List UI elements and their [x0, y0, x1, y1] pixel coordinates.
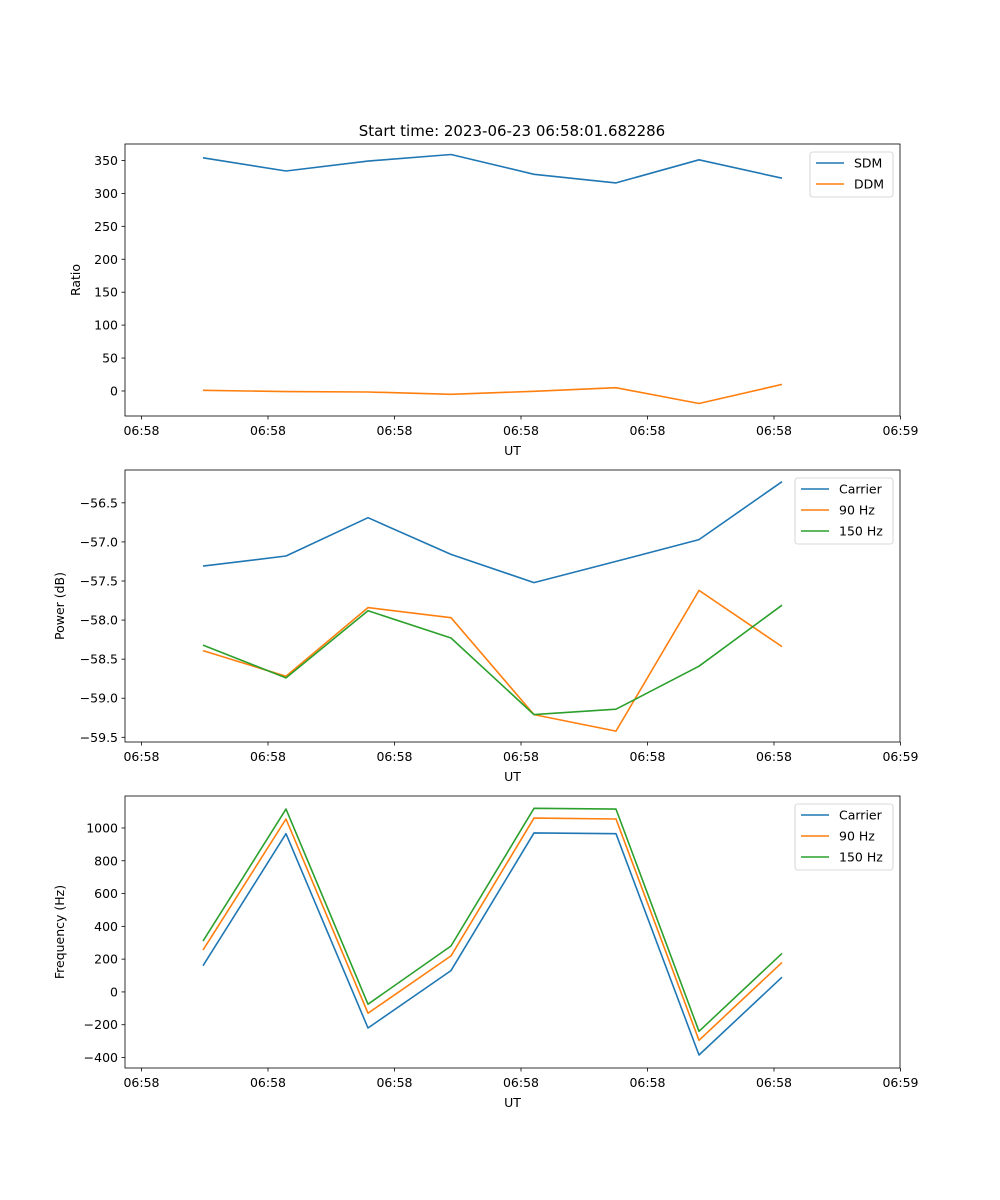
x-tick-label: 06:58 [250, 749, 286, 764]
y-tick-label: 100 [94, 318, 118, 333]
y-tick-label: −200 [84, 1017, 118, 1032]
x-tick-label: 06:58 [756, 1075, 792, 1090]
y-tick-label: 600 [94, 886, 118, 901]
y-tick-label: 800 [94, 853, 118, 868]
x-tick-label: 06:59 [882, 1075, 918, 1090]
series-line-carrier [202, 481, 783, 584]
frequency-panel: 06:58 06:58 06:58 06:58 06:58 06:58 06:59 UT −40… [52, 795, 919, 1110]
x-tick-label: 06:58 [503, 1075, 539, 1090]
y-tick-label: −400 [84, 1050, 118, 1065]
legend-label: Carrier [839, 808, 883, 823]
legend: SDM DDM [809, 151, 894, 198]
plot-area-frame [124, 143, 901, 417]
x-axis-label: UT [504, 769, 521, 784]
x-tick-label: 06:58 [123, 749, 159, 764]
x-tick-label: 06:58 [250, 1075, 286, 1090]
x-tick-label: 06:58 [376, 423, 412, 438]
power-panel: 06:58 06:58 06:58 06:58 06:58 06:58 06:59 UT −59… [52, 469, 919, 784]
legend-label: SDM [854, 156, 882, 171]
legend-label: DDM [854, 177, 884, 192]
y-tick-label: 200 [94, 252, 118, 267]
y-tick-label: 200 [94, 952, 118, 967]
figure-title: Start time: 2023-06-23 06:58:01.682286 [359, 122, 665, 140]
x-tick-label: 06:58 [629, 749, 665, 764]
x-tick-label: 06:58 [376, 1075, 412, 1090]
x-tick-label: 06:59 [882, 423, 918, 438]
plot-area-frame [124, 795, 901, 1069]
y-tick-label: 50 [102, 351, 118, 366]
y-tick-label: 1000 [86, 820, 118, 835]
legend-label: Carrier [839, 482, 883, 497]
series-line-carrier [202, 832, 783, 1056]
x-axis-label: UT [504, 1095, 521, 1110]
y-tick-label: −58.5 [80, 652, 118, 667]
series-line-sdm [202, 153, 783, 184]
series-line-150-hz [202, 807, 783, 1033]
legend-label: 90 Hz [839, 829, 875, 844]
y-tick-label: 300 [94, 186, 118, 201]
series-line-90-hz [202, 817, 783, 1042]
x-tick-label: 06:58 [123, 1075, 159, 1090]
series-line-150-hz [202, 604, 783, 716]
y-tick-label: 150 [94, 285, 118, 300]
y-tick-label: 0 [110, 984, 118, 999]
y-axis-label: Power (dB) [52, 572, 67, 640]
y-tick-label: 250 [94, 219, 118, 234]
legend: Carrier 90 Hz 150 Hz [794, 803, 894, 871]
x-tick-label: 06:58 [756, 749, 792, 764]
y-tick-label: 0 [110, 383, 118, 398]
x-tick-label: 06:58 [123, 423, 159, 438]
plot-area-frame [124, 469, 901, 743]
x-tick-label: 06:58 [376, 749, 412, 764]
series-line-ddm [202, 383, 783, 405]
y-tick-label: −59.5 [80, 730, 118, 745]
legend-frame [794, 803, 894, 871]
y-tick-label: −57.0 [80, 534, 118, 549]
x-axis-label: UT [504, 443, 521, 458]
ratio-panel: 06:58 06:58 06:58 06:58 06:58 06:58 06:59 UT 0 50… [68, 143, 919, 458]
legend: Carrier 90 Hz 150 Hz [794, 477, 894, 545]
y-tick-label: −56.5 [80, 495, 118, 510]
y-tick-label: 400 [94, 919, 118, 934]
y-tick-label: 350 [94, 153, 118, 168]
x-tick-label: 06:58 [503, 423, 539, 438]
x-tick-label: 06:59 [882, 749, 918, 764]
y-tick-label: −59.0 [80, 691, 118, 706]
x-tick-label: 06:58 [756, 423, 792, 438]
x-tick-label: 06:58 [250, 423, 286, 438]
legend-label: 90 Hz [839, 503, 875, 518]
y-tick-label: −57.5 [80, 573, 118, 588]
x-tick-label: 06:58 [629, 423, 665, 438]
x-tick-label: 06:58 [629, 1075, 665, 1090]
legend-frame [794, 477, 894, 545]
legend-label: 150 Hz [839, 850, 883, 865]
y-axis-label: Frequency (Hz) [52, 885, 67, 979]
y-axis-label: Ratio [68, 264, 83, 296]
legend-label: 150 Hz [839, 524, 883, 539]
x-tick-label: 06:58 [503, 749, 539, 764]
series-line-90-hz [202, 589, 783, 732]
y-tick-label: −58.0 [80, 613, 118, 628]
